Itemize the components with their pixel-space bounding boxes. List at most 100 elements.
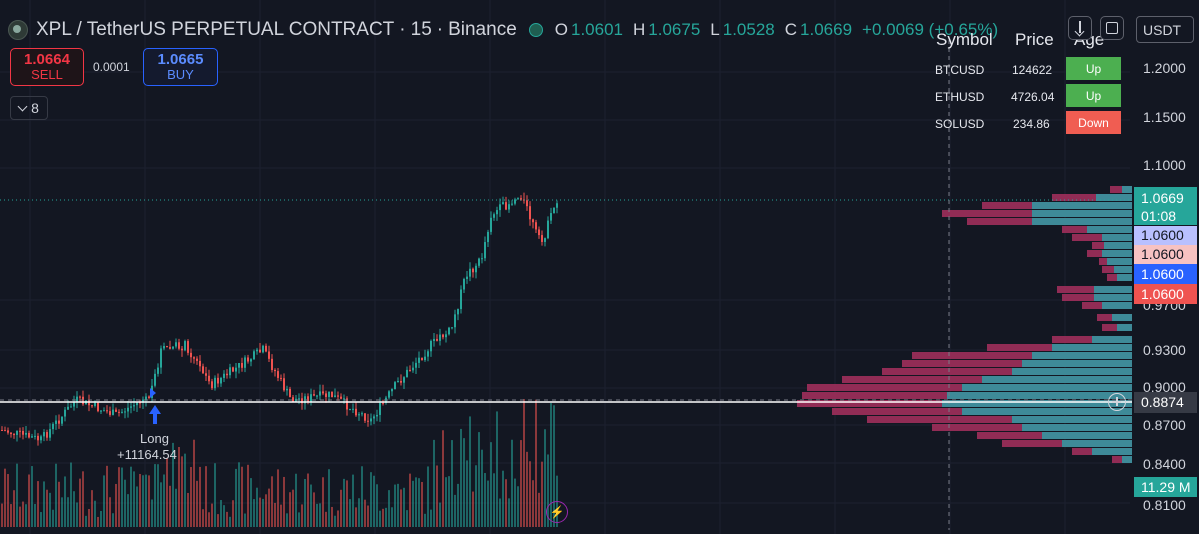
candle-body — [448, 327, 450, 335]
volume-bar — [517, 486, 519, 527]
candle-body — [271, 358, 273, 370]
entry-flag-icon — [150, 388, 156, 398]
watchlist-header-symbol: Symbol — [936, 30, 993, 49]
candle-body — [247, 357, 249, 362]
candle-body — [229, 367, 231, 376]
watchlist-price: 4726.04 — [1011, 90, 1055, 104]
indicator-count: 8 — [31, 100, 39, 116]
candle-body — [373, 416, 375, 419]
high-value: 1.0675 — [648, 20, 701, 39]
volume-profile-bar — [882, 368, 1132, 375]
watchlist-symbol[interactable]: ETHUSD — [935, 90, 985, 104]
candle-body — [34, 435, 36, 437]
volume-bar — [298, 512, 300, 527]
currency-selector[interactable]: USDT — [1136, 16, 1194, 43]
candle-body — [430, 340, 432, 352]
volume-bar — [439, 502, 441, 527]
candle-body — [502, 202, 504, 205]
volume-profile-bar — [1032, 352, 1132, 359]
candle-body — [199, 360, 201, 367]
volume-bar — [22, 501, 24, 527]
last-price-label: 1.0669 01:08 — [1134, 187, 1197, 225]
volume-bar — [142, 475, 144, 527]
separator: · — [436, 19, 444, 40]
volume-bar — [394, 484, 396, 527]
candle-body — [226, 373, 228, 376]
candle-body — [367, 420, 369, 422]
volume-profile-bar — [1032, 210, 1132, 217]
volume-bar — [547, 454, 549, 527]
crosshair-price-label: 0.8874 — [1134, 392, 1197, 413]
volume-bar — [199, 466, 201, 527]
volume-profile-bar — [962, 384, 1132, 391]
volume-bar — [304, 479, 306, 527]
watchlist-symbol[interactable]: SOLUSD — [935, 117, 985, 131]
candle-body — [325, 393, 327, 397]
symbol-title[interactable]: XPL / TetherUS PERPETUAL CONTRACT — [36, 19, 395, 40]
volume-bar — [478, 432, 480, 527]
volume-bar — [43, 481, 45, 527]
add-alert-icon[interactable] — [1108, 393, 1126, 411]
candle-body — [322, 391, 324, 394]
candle-body — [418, 357, 420, 363]
low-key: L — [710, 20, 720, 39]
candle-body — [205, 373, 207, 376]
volume-bar — [352, 474, 354, 527]
volume-profile-bar — [1032, 202, 1132, 209]
volume-bar — [490, 442, 492, 527]
volume-profile-bar — [1112, 314, 1132, 321]
candle-body — [343, 398, 345, 400]
candle-body — [157, 367, 159, 374]
download-button[interactable] — [1068, 16, 1092, 40]
volume-bar — [430, 509, 432, 527]
volume-bar — [49, 492, 51, 527]
volume-label: 11.29 M — [1134, 477, 1197, 497]
volume-bar — [424, 513, 426, 527]
volume-bar — [208, 512, 210, 527]
volume-bar — [418, 478, 420, 527]
volume-bar — [286, 513, 288, 527]
volume-bar — [136, 486, 138, 527]
price-tick: 0.9000 — [1143, 379, 1186, 395]
buy-price: 1.0665 — [157, 51, 204, 68]
ohlc-values: O 1.0601 H 1.0675 L 1.0528 C 1.0669 +0.0069 … — [555, 20, 998, 40]
volume-bar — [415, 477, 417, 527]
watchlist-symbol[interactable]: BTCUSD — [935, 63, 985, 77]
market-status-icon[interactable] — [528, 23, 543, 37]
candle-body — [541, 235, 543, 242]
volume-bar — [214, 463, 216, 527]
fullscreen-button[interactable] — [1100, 16, 1124, 40]
close-value: 1.0669 — [800, 20, 853, 39]
candle-body — [19, 430, 21, 432]
volume-bar — [121, 467, 123, 527]
lightning-icon[interactable]: ⚡ — [546, 501, 568, 523]
price-tick: 0.8700 — [1143, 417, 1186, 433]
candle-body — [337, 395, 339, 397]
interval[interactable]: 15 — [410, 19, 432, 40]
candle-body — [451, 327, 453, 329]
candle-body — [274, 369, 276, 372]
volume-bar — [289, 492, 291, 527]
candle-body — [301, 398, 303, 404]
volume-bar — [460, 428, 462, 527]
open-key: O — [554, 20, 568, 39]
volume-bar — [133, 471, 135, 527]
volume-bar — [538, 492, 540, 527]
candle-body — [334, 395, 336, 398]
volume-bar — [343, 478, 345, 527]
volume-profile-bar — [982, 376, 1132, 383]
price-line-label: 1.0600 — [1134, 284, 1197, 304]
candle-body — [454, 314, 456, 328]
volume-profile-bar — [902, 360, 1132, 367]
buy-button[interactable]: 1.0665 BUY — [143, 48, 218, 86]
volume-bar — [403, 487, 405, 527]
volume-bar — [271, 476, 273, 527]
volume-bar — [103, 475, 105, 527]
indicators-toggle[interactable]: 8 — [10, 96, 48, 120]
volume-bar — [370, 472, 372, 527]
candle-body — [211, 381, 213, 389]
volume-bar — [388, 490, 390, 527]
sell-button[interactable]: 1.0664 SELL — [10, 48, 84, 86]
